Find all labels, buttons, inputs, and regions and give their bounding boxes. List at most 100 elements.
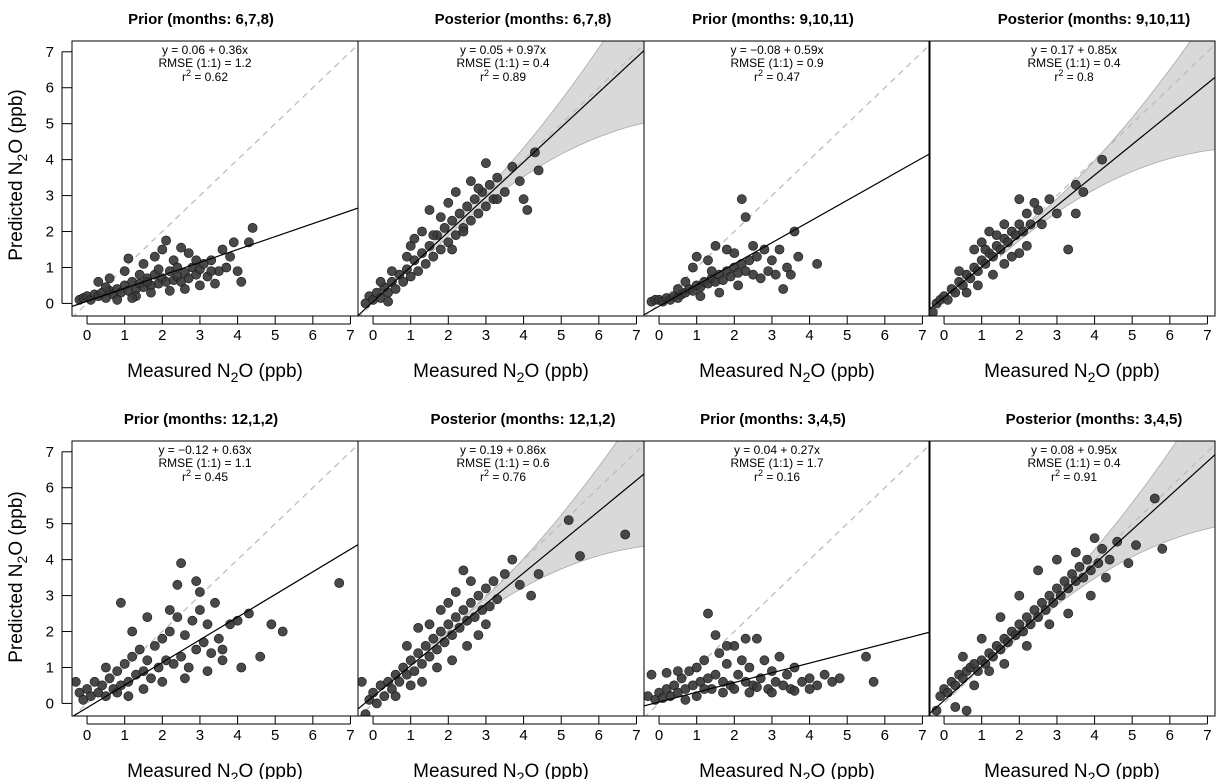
x-tick-label: 4: [233, 727, 241, 744]
x-tick-label: 0: [940, 327, 948, 344]
panel-frame: [643, 40, 931, 317]
data-point: [386, 266, 397, 276]
data-point: [480, 583, 491, 594]
x-axis-label: Measured N2O (ppb): [127, 361, 303, 385]
fit-equation: y = 0.06 + 0.36x: [162, 43, 248, 57]
plot-area: [644, 44, 930, 316]
data-point: [157, 676, 168, 687]
data-point: [1021, 641, 1032, 651]
data-point: [1063, 244, 1074, 255]
y-tick-label: 4: [46, 152, 54, 169]
y-tick-label: 4: [46, 552, 54, 569]
data-point: [673, 666, 683, 676]
data-point: [334, 578, 345, 588]
data-point: [236, 662, 247, 673]
r2-value: = 0.16: [763, 470, 800, 484]
data-point: [1112, 536, 1123, 547]
data-point: [473, 183, 484, 194]
data-point: [695, 291, 706, 302]
x-tick-label: 2: [444, 727, 452, 744]
x-tick-label: 1: [693, 327, 701, 344]
data-point: [1101, 572, 1111, 583]
data-point: [119, 266, 130, 276]
data-point: [1040, 605, 1051, 615]
data-point: [164, 285, 175, 296]
panel-title: Posterior (months: 9,10,11): [998, 11, 1191, 28]
data-point: [1085, 565, 1096, 576]
y-axis-labels: Predicted N2O (ppb) Predicted N2O (ppb): [6, 89, 30, 663]
panel-frame: [928, 440, 1216, 717]
x-tick-label: 0: [369, 327, 377, 344]
panel-3: Prior (months: 9,10,11) y = −0.08 + 0.59x…: [643, 11, 931, 385]
x-axis-label-tail: O (ppb): [524, 761, 588, 779]
data-point: [718, 687, 728, 698]
x-tick-label: 4: [519, 327, 527, 344]
x-axis-label: Measured N2O (ppb): [984, 361, 1160, 385]
data-point: [976, 633, 987, 644]
data-point: [101, 662, 111, 673]
data-point: [793, 251, 804, 262]
data-point: [390, 284, 401, 294]
data-point: [210, 597, 220, 608]
data-point: [443, 197, 454, 208]
x-axis-label-tail: O (ppb): [810, 761, 874, 779]
data-point: [172, 612, 183, 622]
data-point: [424, 619, 435, 630]
data-point: [183, 248, 194, 258]
data-point: [710, 669, 721, 680]
panel-1: Prior (months: 6,7,8) y = 0.06 + 0.36xRMS…: [46, 11, 359, 385]
data-point: [789, 685, 800, 696]
x-axis-label-sub: 2: [517, 369, 525, 385]
panel-7: Prior (months: 3,4,5) y = 0.04 + 0.27xRMS…: [643, 411, 931, 779]
data-point: [563, 515, 574, 525]
data-point: [812, 258, 822, 269]
r2-symbol: r: [1054, 70, 1058, 84]
data-point: [104, 273, 115, 284]
data-point: [965, 273, 976, 284]
data-point: [358, 676, 367, 687]
x-tick-label: 0: [83, 727, 91, 744]
data-point: [488, 576, 499, 587]
data-point: [97, 680, 107, 691]
plot-area: [358, 441, 644, 716]
data-point: [526, 590, 536, 601]
data-point: [194, 605, 205, 615]
data-point: [1063, 608, 1074, 619]
data-point: [142, 612, 153, 622]
data-point: [980, 244, 991, 255]
y-tick-label: 0: [46, 295, 54, 312]
data-point: [1025, 219, 1036, 230]
x-tick-label: 4: [233, 327, 241, 344]
data-point: [179, 673, 190, 684]
data-point: [961, 705, 972, 716]
rmse-label: RMSE (1:1) = 1.2: [158, 56, 251, 70]
x-axis-label-tail: O (ppb): [1095, 361, 1159, 382]
data-point: [432, 662, 442, 673]
data-point: [1104, 554, 1115, 565]
x-axis-label-main: Measured N: [699, 361, 803, 382]
r2-symbol: r: [480, 470, 484, 484]
data-point: [931, 705, 942, 716]
fit-line: [358, 473, 644, 710]
panel-frame: [643, 440, 931, 717]
data-point: [161, 235, 171, 246]
data-point: [213, 633, 224, 644]
data-point: [721, 659, 732, 669]
data-point: [1157, 543, 1168, 554]
x-axis-label-tail: O (ppb): [1095, 761, 1159, 779]
data-point: [439, 637, 450, 648]
data-point: [1082, 554, 1092, 565]
data-point: [465, 597, 476, 608]
r2-value: = 0.8: [1063, 70, 1094, 84]
data-point: [379, 691, 390, 702]
data-point: [465, 576, 476, 587]
x-tick-label: 4: [519, 727, 527, 744]
data-point: [435, 212, 446, 222]
data-point: [217, 244, 228, 255]
plot-area: [929, 41, 1215, 316]
x-tick-label: 7: [1203, 327, 1211, 344]
fit-line: [72, 544, 358, 716]
data-point: [522, 205, 533, 215]
data-point: [484, 601, 495, 612]
data-point: [710, 240, 721, 251]
